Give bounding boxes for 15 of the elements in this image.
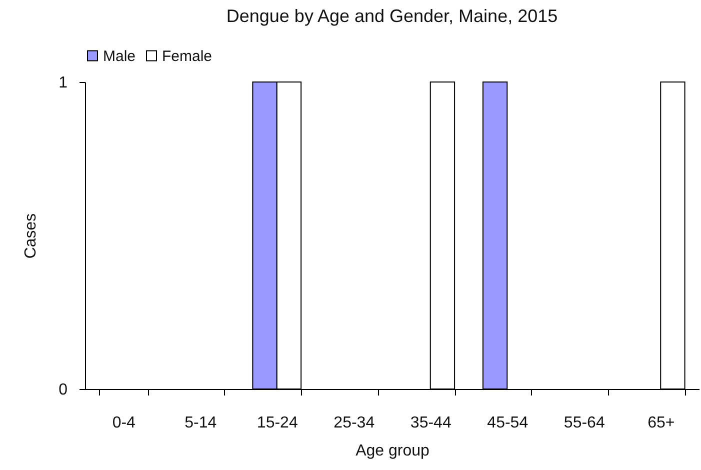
x-tick-label: 5-14 <box>184 414 217 432</box>
legend-label: Male <box>103 48 136 65</box>
x-tick-label: 45-54 <box>487 414 528 432</box>
x-tick-label: 25-34 <box>334 414 375 432</box>
y-tick-label: 1 <box>58 74 68 92</box>
x-tick-label: 65+ <box>648 414 675 432</box>
x-tick-label: 35-44 <box>410 414 452 432</box>
y-axis-title: Cases <box>22 213 40 259</box>
y-tick-label: 0 <box>58 382 68 398</box>
x-tick-label: 15-24 <box>256 414 298 432</box>
x-tick-label: 0-4 <box>112 414 136 432</box>
legend-label: Female <box>162 48 212 65</box>
chart-title: Dengue by Age and Gender, Maine, 2015 <box>226 6 558 26</box>
x-tick-label: 55-64 <box>564 414 605 432</box>
x-axis-title: Age group <box>356 442 430 460</box>
